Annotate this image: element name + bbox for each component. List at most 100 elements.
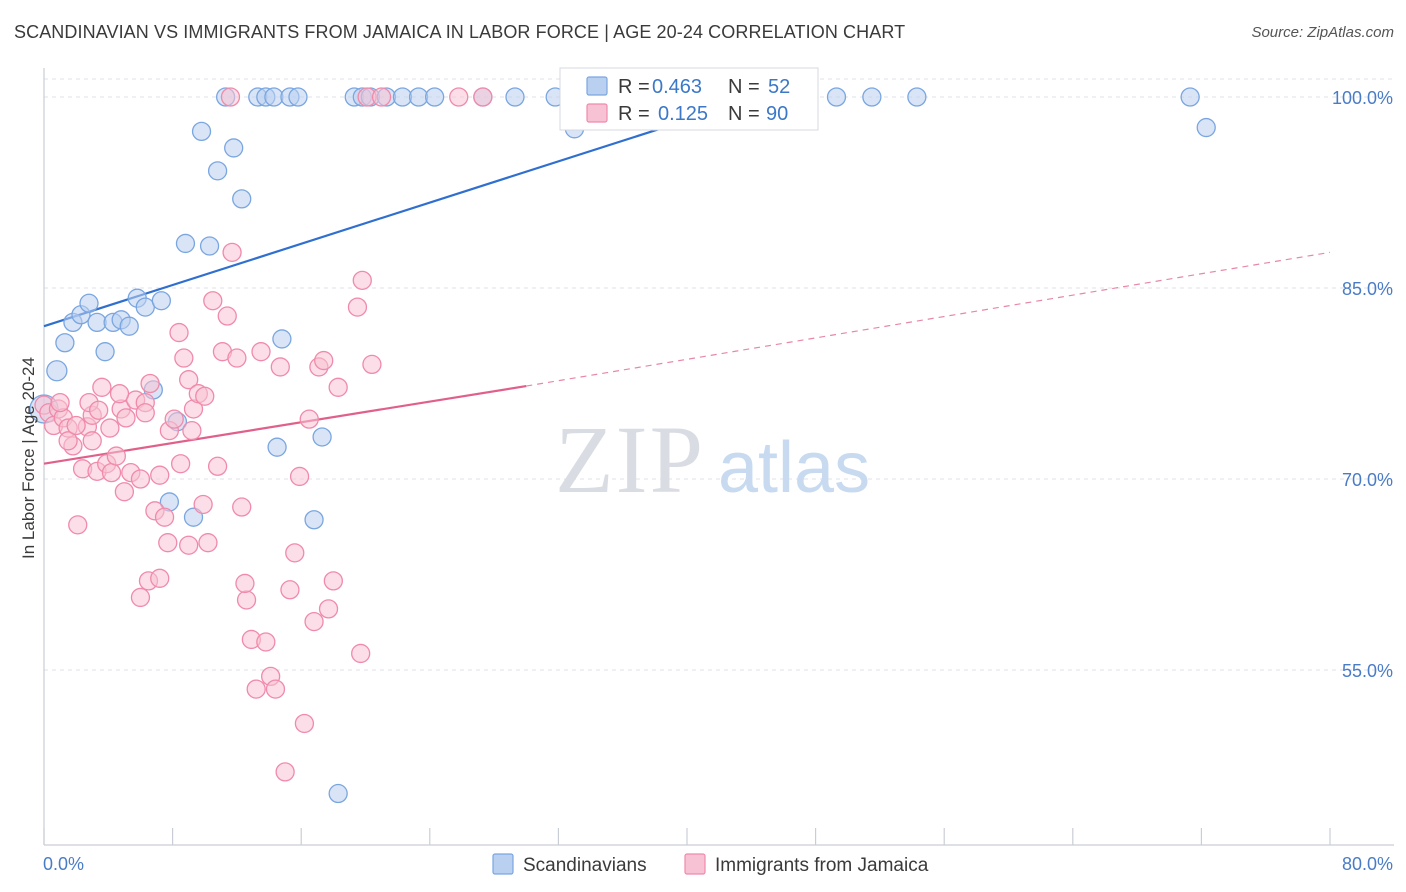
point-scandinavian-38 (505, 87, 525, 107)
point-jamaica-27 (154, 507, 175, 527)
chart-source: Source: ZipAtlas.com (1251, 24, 1394, 41)
point-jamaica-86 (235, 573, 255, 594)
point-jamaica-30 (169, 322, 189, 343)
legend-r-value-2: 0.125 (658, 103, 708, 125)
y-tick-label-70: 70.0% (1342, 470, 1393, 490)
point-scandinavian-48 (272, 329, 292, 349)
point-jamaica-43 (232, 497, 252, 517)
point-jamaica-57 (299, 409, 319, 429)
point-scandinavian-51 (328, 783, 348, 804)
point-scandinavian-27 (264, 87, 284, 107)
point-jamaica-36 (198, 533, 218, 553)
point-jamaica-48 (256, 632, 276, 652)
point-jamaica-60 (314, 350, 334, 371)
x-tick-label-min: 0.0% (43, 854, 84, 874)
watermark-atlas: atlas (718, 428, 870, 508)
point-jamaica-75 (362, 354, 382, 375)
point-scandinavian-29 (288, 87, 308, 107)
point-scandinavian-35 (408, 87, 429, 107)
point-scandinavian-23 (232, 189, 252, 209)
point-jamaica-24 (140, 373, 160, 394)
y-tick-label-55: 55.0% (1342, 661, 1393, 681)
point-jamaica-72 (473, 87, 493, 107)
point-jamaica-73 (347, 297, 368, 317)
point-scandinavian-14 (151, 291, 171, 311)
point-jamaica-81 (195, 386, 215, 406)
point-scandinavian-17 (175, 233, 196, 254)
legend-swatch-scandinavians (586, 76, 608, 96)
legend-n-value-2: 90 (766, 103, 788, 125)
x-tick-label-max: 80.0% (1342, 854, 1393, 874)
point-jamaica-17 (106, 446, 126, 466)
point-jamaica-19 (116, 408, 136, 428)
point-scandinavian-2 (55, 333, 75, 353)
point-jamaica-79 (100, 418, 120, 438)
point-jamaica-50 (265, 679, 286, 699)
point-scandinavian-34 (392, 87, 413, 107)
point-jamaica-14 (92, 377, 112, 397)
point-scandinavian-47 (267, 437, 287, 457)
point-scandinavian-12 (135, 297, 155, 317)
point-scandinavian-36 (424, 87, 445, 107)
bottom-legend-label-jamaica: Immigrants from Jamaica (715, 855, 929, 876)
point-jamaica-52 (275, 762, 295, 782)
point-jamaica-85 (182, 420, 202, 441)
point-scandinavian-42 (826, 87, 847, 107)
point-scandinavian-46 (1196, 117, 1216, 138)
point-scandinavian-43 (862, 87, 882, 107)
legend-swatch-jamaica (586, 103, 608, 123)
legend-r-label-1: R = (618, 76, 650, 98)
point-jamaica-42 (227, 348, 247, 368)
point-jamaica-84 (109, 384, 130, 404)
point-scandinavian-50 (304, 510, 324, 530)
point-jamaica-41 (222, 242, 242, 262)
point-scandinavian-45 (1180, 87, 1200, 107)
point-scandinavian-6 (87, 312, 107, 333)
point-jamaica-29 (164, 409, 184, 429)
point-jamaica-71 (449, 87, 469, 107)
point-scandinavian-18 (183, 507, 204, 527)
x-axis-ticks (43, 828, 1331, 845)
legend-r-label-2: R = (618, 103, 650, 125)
point-jamaica-80 (170, 454, 191, 474)
point-scandinavian-49 (312, 427, 332, 447)
y-axis-label: In Labor Force | Age 20-24 (19, 357, 38, 559)
point-jamaica-66 (150, 568, 170, 588)
point-scandinavian-7 (95, 342, 115, 362)
point-scandinavian-44 (907, 87, 927, 107)
point-jamaica-35 (193, 494, 213, 515)
stats-legend: R = 0.463 N = 52 R = 0.125 N = 90 (559, 67, 819, 131)
point-scandinavian-22 (224, 138, 244, 158)
point-jamaica-76 (351, 643, 371, 664)
point-jamaica-51 (270, 357, 290, 377)
point-scandinavian-21 (207, 161, 228, 181)
point-jamaica-22 (130, 469, 151, 489)
legend-n-value-1: 52 (768, 76, 790, 98)
point-jamaica-78 (89, 400, 109, 420)
bottom-legend-label-scandinavians: Scandinavians (523, 855, 647, 876)
point-jamaica-53 (280, 580, 300, 600)
watermark-zip: ZIP (555, 406, 705, 513)
point-jamaica-77 (114, 482, 135, 502)
y-tick-label-85: 85.0% (1342, 279, 1393, 299)
point-jamaica-83 (66, 415, 86, 436)
point-jamaica-55 (289, 466, 310, 487)
point-jamaica-56 (294, 713, 315, 734)
bottom-legend-swatch-scandinavians (492, 853, 514, 875)
point-jamaica-87 (135, 403, 155, 423)
point-jamaica-26 (150, 465, 170, 485)
point-jamaica-32 (179, 370, 199, 390)
point-scandinavian-19 (191, 121, 212, 142)
point-jamaica-40 (217, 306, 237, 326)
legend-r-value-1: 0.463 (652, 76, 702, 98)
bottom-legend-swatch-jamaica (684, 853, 706, 875)
chart-title: SCANDINAVIAN VS IMMIGRANTS FROM JAMAICA … (14, 22, 906, 42)
point-scandinavian-1 (46, 360, 68, 382)
trend-line-jamaica-extension (526, 251, 1331, 387)
point-jamaica-31 (174, 348, 194, 368)
point-jamaica-82 (50, 392, 70, 413)
point-jamaica-47 (251, 342, 271, 362)
point-jamaica-88 (158, 533, 178, 553)
legend-n-label-1: N = (728, 76, 760, 98)
